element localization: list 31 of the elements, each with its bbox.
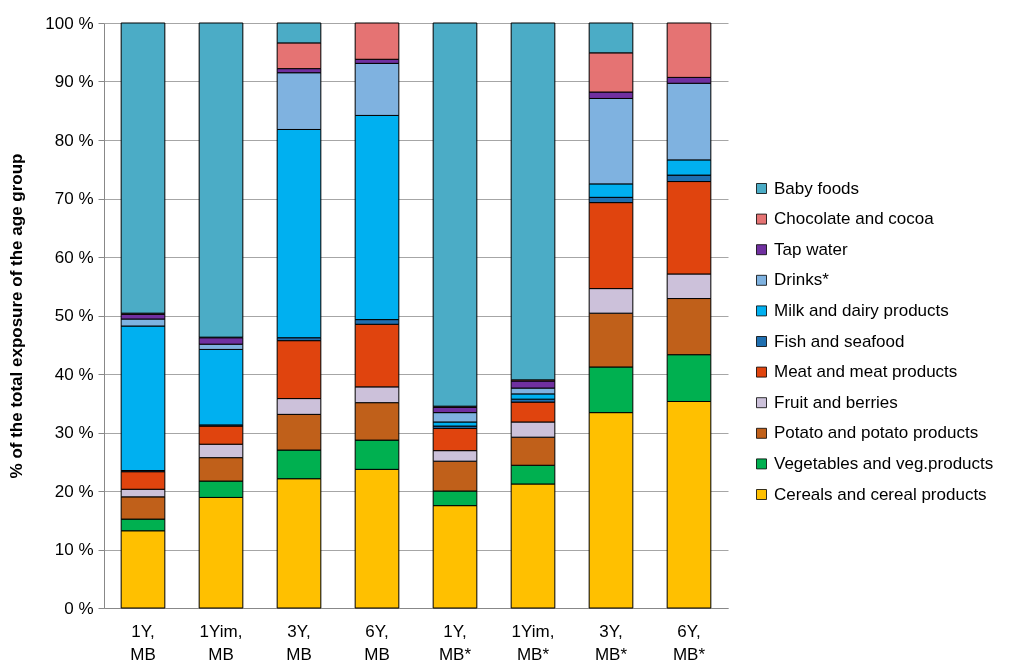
legend-label: Vegetables and veg.products [774,453,994,473]
legend-label: Milk and dairy products [774,300,949,320]
legend-label: Meat and meat products [774,362,958,382]
y-tick-label: 100 % [45,13,94,33]
y-tick-label: 70 % [54,189,94,208]
y-tick-label: 50 % [54,306,94,325]
y-axis-title: % of the total exposure of the age group [7,153,27,479]
y-tick-label: 10 % [54,540,94,559]
x-tick-label: 6Y, MB* [672,621,706,664]
x-tick-label: 1Y, MB* [438,621,472,664]
y-tick-label: 80 % [54,130,94,150]
x-tick-label: 1Yim, MB [199,621,243,664]
y-tick-label: 20 % [54,481,94,501]
y-tick-label: 30 % [54,423,94,442]
legend-label: Potato and potato products [774,423,979,443]
legend-label: Cereals and cereal products [774,484,987,504]
legend-label: Fruit and berries [774,392,898,412]
y-tick-label: 60 % [54,247,94,267]
x-tick-label: 3Y, MB* [594,621,628,664]
x-tick-label: 6Y, MB [364,621,390,664]
legend-label: Drinks* [774,270,830,290]
legend-label: Tap water [774,239,849,259]
y-tick-label: 40 % [54,364,94,384]
legend-label: Fish and seafood [774,331,905,351]
legend-label: Baby foods [774,178,860,198]
x-tick-label: 1Y, MB [130,621,156,664]
x-tick-label: 1Yim, MB* [511,621,555,664]
legend-label: Chocolate and cocoa [774,209,935,229]
y-tick-label: 90 % [54,72,94,91]
x-tick-label: 3Y, MB [286,621,312,664]
y-tick-label: 0 % [64,598,94,618]
